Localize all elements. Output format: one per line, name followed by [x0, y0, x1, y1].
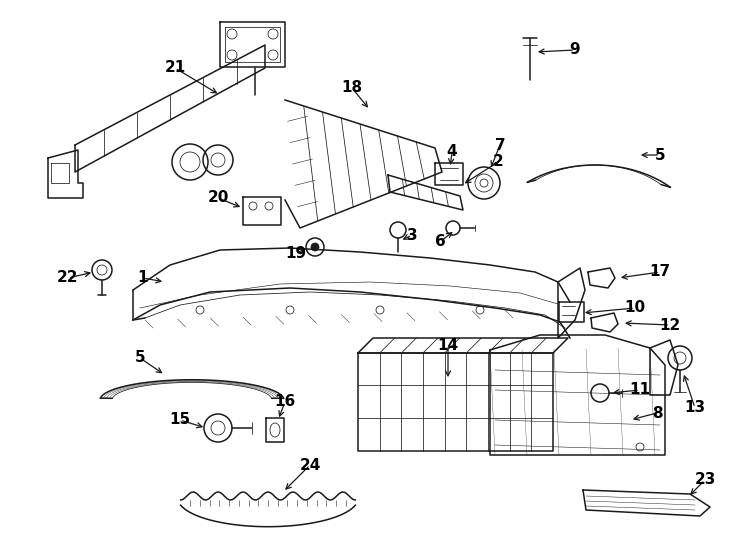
- Text: 4: 4: [447, 145, 457, 159]
- Text: 7: 7: [495, 138, 505, 152]
- Text: 16: 16: [275, 395, 296, 409]
- Text: 18: 18: [341, 80, 363, 96]
- Text: 5: 5: [655, 147, 665, 163]
- Text: 15: 15: [170, 413, 191, 428]
- Text: 12: 12: [659, 318, 680, 333]
- Text: 6: 6: [435, 234, 446, 249]
- Text: 23: 23: [694, 472, 716, 488]
- Text: 14: 14: [437, 338, 459, 353]
- Text: 9: 9: [570, 43, 581, 57]
- Text: 17: 17: [650, 265, 671, 280]
- Text: 21: 21: [164, 60, 186, 76]
- Text: 20: 20: [207, 191, 229, 206]
- Text: 2: 2: [493, 154, 504, 170]
- Text: 10: 10: [625, 300, 646, 315]
- Text: 8: 8: [652, 406, 662, 421]
- Text: 19: 19: [286, 246, 307, 260]
- Text: 22: 22: [57, 271, 79, 286]
- Text: 11: 11: [630, 382, 650, 397]
- Circle shape: [311, 243, 319, 251]
- Text: 24: 24: [299, 457, 321, 472]
- Text: 5: 5: [134, 350, 145, 366]
- Text: 3: 3: [407, 227, 418, 242]
- Text: 13: 13: [684, 401, 705, 415]
- Text: 1: 1: [138, 271, 148, 286]
